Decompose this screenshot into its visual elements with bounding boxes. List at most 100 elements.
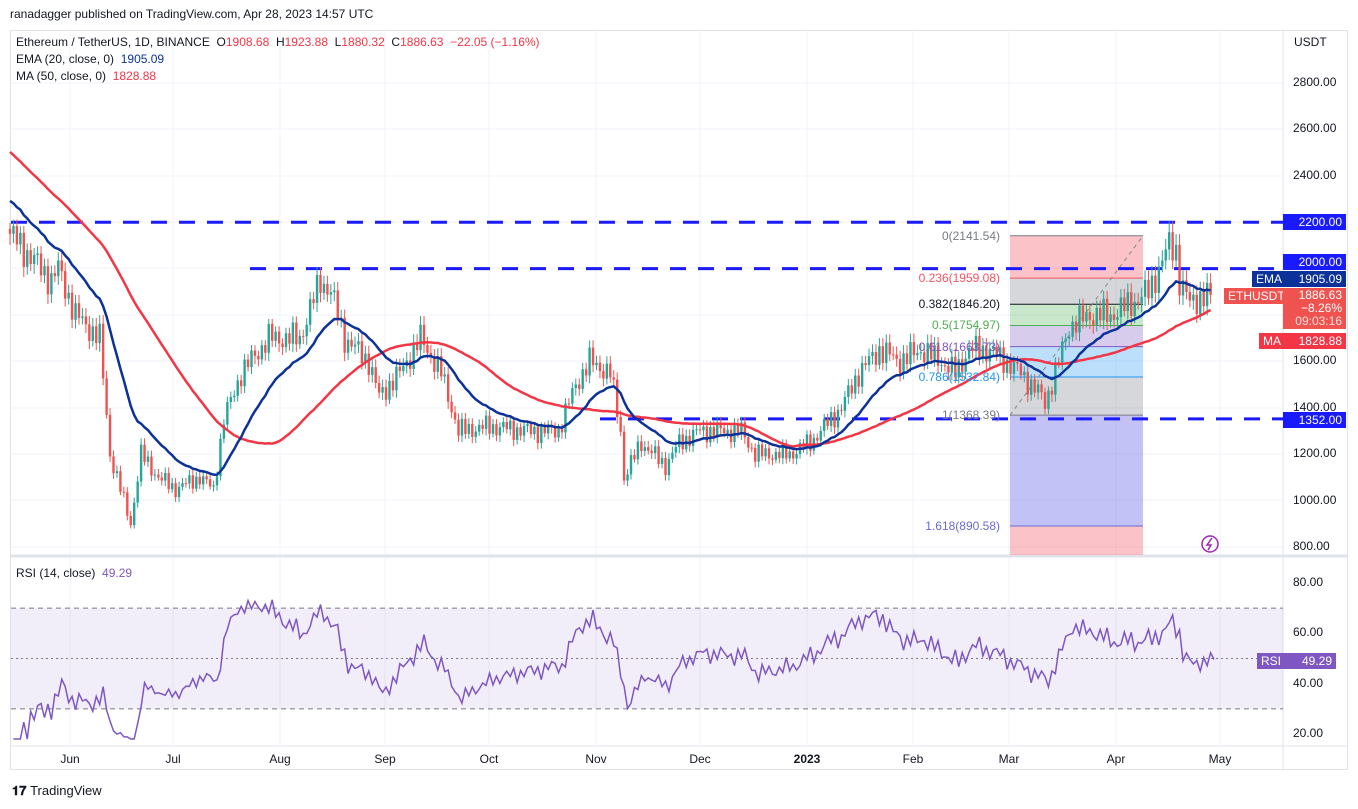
candle [698, 429, 702, 431]
candle [1119, 297, 1123, 318]
candle [805, 434, 809, 449]
candle [443, 374, 446, 377]
candle [926, 343, 929, 363]
candle [653, 446, 657, 454]
candle [712, 427, 715, 438]
candle [1109, 314, 1112, 322]
candle [412, 342, 415, 369]
candle [757, 444, 760, 462]
candle [481, 424, 484, 429]
logo-text: TradingView [30, 783, 102, 798]
candle [15, 226, 19, 245]
candle [602, 371, 605, 379]
candle [257, 355, 260, 360]
candle [688, 435, 691, 446]
tradingview-logo[interactable]: 𝟏𝟕 TradingView [12, 783, 102, 799]
candle [277, 331, 281, 344]
candle [981, 345, 985, 359]
candle [208, 479, 212, 487]
symbol-axis-label: ETHUSDT [1224, 288, 1289, 304]
rsi-legend[interactable]: RSI (14, close) 49.29 [16, 566, 132, 580]
candle [32, 255, 36, 264]
candle [857, 375, 860, 387]
price-tick: 2800.00 [1293, 75, 1337, 89]
candle [260, 345, 264, 360]
candle [422, 324, 426, 346]
candle [1192, 294, 1195, 301]
candle [974, 335, 978, 352]
candle [964, 358, 967, 372]
candle [298, 335, 301, 345]
candle [567, 403, 571, 405]
time-tick: Aug [269, 752, 291, 766]
candle [785, 443, 788, 459]
candle [95, 326, 98, 344]
candle [1043, 392, 1047, 409]
time-tick: Dec [689, 752, 711, 766]
candle [905, 353, 909, 365]
candle [1036, 384, 1040, 393]
candle [522, 425, 526, 436]
candle [533, 426, 536, 435]
candle [657, 446, 660, 464]
candle [343, 317, 346, 353]
candle [1064, 338, 1067, 342]
candle [860, 363, 864, 387]
candle [640, 441, 643, 452]
currency-label: USDT [1294, 35, 1327, 49]
candle [971, 347, 974, 352]
candle [553, 426, 557, 438]
candle [1081, 305, 1085, 322]
candle [791, 451, 795, 459]
high-label: H [275, 35, 285, 49]
candle [816, 437, 819, 441]
candle [560, 428, 564, 433]
candle [326, 283, 329, 295]
ema-legend[interactable]: EMA (20, close, 0) 1905.09 [16, 52, 164, 66]
candle [719, 422, 722, 429]
lightning-icon [1205, 537, 1213, 551]
lightning-icon [1201, 535, 1219, 553]
candle [164, 473, 167, 481]
candle [381, 387, 384, 393]
candle [1112, 314, 1116, 320]
candle [1136, 301, 1140, 304]
price-change-pct: −8.26% [1300, 301, 1342, 315]
price-tick: 2400.00 [1293, 167, 1337, 182]
candle [916, 352, 919, 356]
fib-zone [1010, 278, 1143, 305]
fib-label: 0.382(1846.20) [918, 297, 1000, 312]
candle [50, 273, 53, 295]
candle [667, 459, 671, 476]
ma-line [9, 151, 1212, 448]
candle [1071, 321, 1074, 337]
candle [1078, 305, 1081, 333]
candle [457, 419, 460, 436]
candle [1174, 244, 1178, 261]
ema-line [9, 199, 1211, 477]
candle [1067, 336, 1071, 339]
price-tick: 1000.00 [1293, 492, 1337, 507]
candle [985, 345, 988, 362]
candle [895, 354, 898, 359]
rsi-label: RSI (14, close) [16, 566, 96, 580]
price-tick: 1600.00 [1293, 353, 1337, 368]
candle [940, 365, 943, 367]
candle [84, 316, 88, 325]
candle [291, 322, 295, 344]
candle [660, 457, 664, 464]
candle [222, 424, 226, 439]
candle [574, 384, 577, 389]
candle [29, 250, 32, 264]
symbol-title[interactable]: Ethereum / TetherUS, 1D, BINANCE [16, 35, 210, 49]
candle [1133, 301, 1136, 317]
ma-legend[interactable]: MA (50, close, 0) 1828.88 [16, 69, 156, 83]
ma-value: 1828.88 [112, 69, 157, 83]
candle [274, 331, 277, 341]
candle [515, 427, 519, 440]
candle [512, 420, 515, 440]
candle [933, 345, 936, 360]
candle [177, 486, 181, 497]
candle [474, 431, 477, 437]
